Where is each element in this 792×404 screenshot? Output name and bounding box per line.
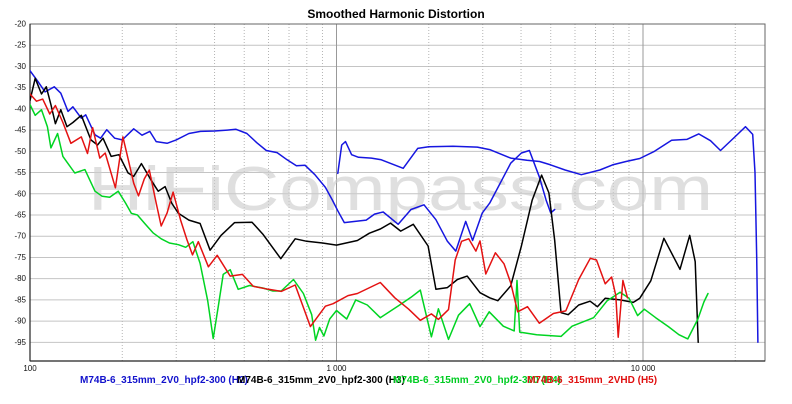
y-tick-label: -40 <box>14 104 26 113</box>
y-tick-label: -35 <box>14 83 26 92</box>
y-tick-label: -45 <box>14 126 26 135</box>
legend-item-h4: M74B-6_315mm_2V0_hpf2-300 (H4) <box>393 375 561 386</box>
curve-h5 <box>30 93 629 338</box>
y-tick-label: -95 <box>14 338 26 347</box>
y-tick-label: -20 <box>14 20 26 29</box>
y-tick-label: -55 <box>14 168 26 177</box>
y-tick-label: -75 <box>14 253 26 262</box>
y-tick-label: -80 <box>14 274 26 283</box>
x-tick-label: 1 000 <box>326 364 347 373</box>
watermark: HiFiCompass.com <box>88 155 713 224</box>
y-tick-label: -25 <box>14 41 26 50</box>
curve-h3 <box>30 77 699 344</box>
legend-item-h2: M74B-6_315mm_2V0_hpf2-300 (H2) <box>80 375 248 386</box>
y-tick-label: -90 <box>14 317 26 326</box>
y-tick-label: -30 <box>14 62 26 71</box>
curve-h4 <box>30 103 709 341</box>
legend-item-h3: M74B-6_315mm_2V0_hpf2-300 (H3) <box>237 375 405 386</box>
y-tick-label: -65 <box>14 210 26 219</box>
y-tick-label: -85 <box>14 295 26 304</box>
legend-item-h5: M74B-6_315mm_2VHD (H5) <box>527 375 658 386</box>
y-tick-label: -60 <box>14 189 26 198</box>
y-tick-label: -70 <box>14 232 26 241</box>
x-tick-label: 100 <box>23 364 37 373</box>
curve-h2 <box>337 125 759 344</box>
curve-h2 <box>30 69 556 252</box>
y-tick-label: -50 <box>14 147 26 156</box>
x-tick-label: 10 000 <box>631 364 656 373</box>
chart-title: Smoothed Harmonic Distortion <box>307 7 485 21</box>
